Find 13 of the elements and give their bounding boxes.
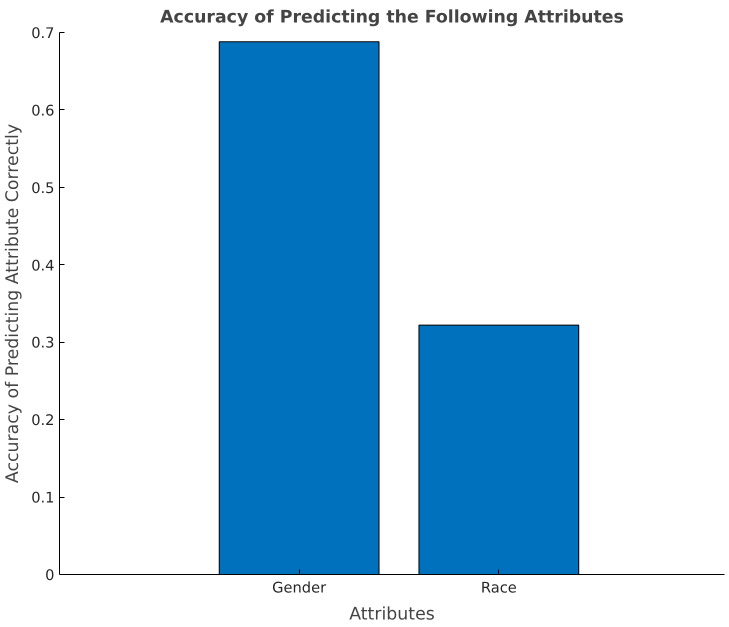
y-tick-label: 0.6 [31,102,55,120]
y-tick-label: 0.3 [31,334,55,352]
y-tick-label: 0.1 [31,490,55,507]
y-axis-title: Accuracy of Predicting Attribute Correctly [3,124,24,484]
y-tick-label: 0.5 [31,180,55,197]
x-axis-title: Attributes [349,604,435,624]
chart-title: Accuracy of Predicting the Following Attributes [160,8,624,28]
y-tick-label: 0 [45,567,55,584]
y-tick-label: 0.4 [31,257,55,274]
x-tick-label: Race [480,580,517,596]
y-tick-label: 0.7 [31,25,55,42]
y-tick-label: 0.2 [31,412,55,430]
x-tick-label: Gender [272,580,328,596]
